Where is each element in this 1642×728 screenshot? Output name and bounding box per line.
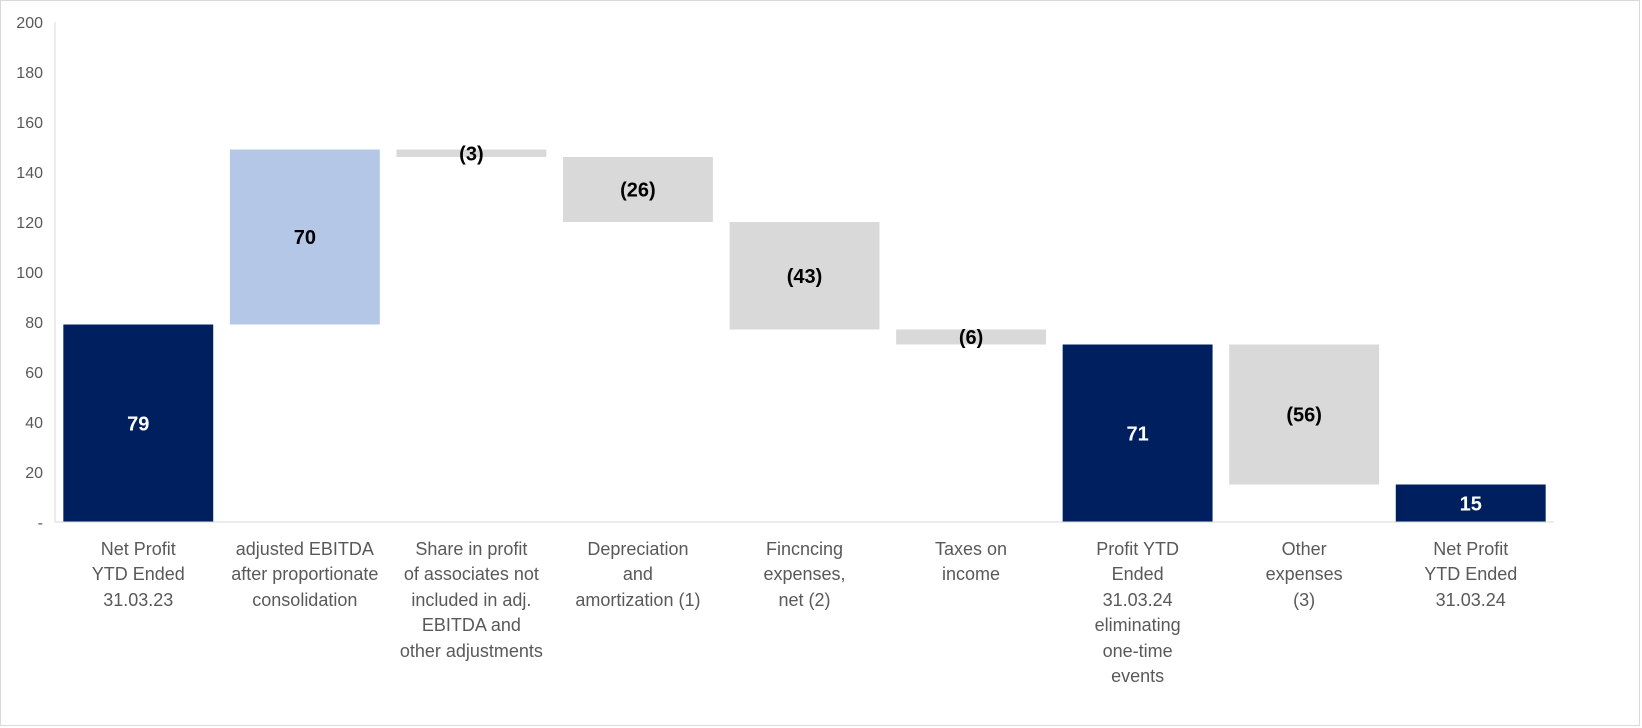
x-tick-label-line: 31.03.24: [1435, 589, 1506, 610]
y-tick-label: 200: [16, 15, 43, 32]
x-tick-label-line: Share in profit: [415, 539, 528, 559]
x-tick-label-line: 31.03.23: [103, 589, 174, 610]
x-tick-label-line: of associates not: [403, 564, 539, 585]
x-tick-label-line: consolidation: [252, 589, 358, 610]
x-tick-label: adjusted EBITDA after proportionate consol…: [220, 537, 390, 613]
x-tick-label-line: Ended: [1111, 564, 1164, 585]
x-tick-label-line: after proportionate: [231, 564, 379, 585]
x-tick-label-line: Depreciation: [587, 539, 689, 559]
y-tick-label: 140: [16, 165, 43, 182]
y-tick-label: 40: [25, 415, 43, 432]
x-tick-label-line: expenses,: [763, 564, 846, 585]
bar-decrease: [1229, 344, 1380, 485]
y-tick-label: 20: [25, 465, 43, 482]
y-tick-label: 160: [16, 115, 43, 132]
y-tick-label: 60: [25, 365, 43, 382]
y-tick-label: 180: [16, 65, 43, 82]
x-tick-label: Taxes on income: [886, 537, 1056, 588]
y-tick-label: 120: [16, 215, 43, 232]
data-label: (3): [459, 143, 483, 165]
y-tick-label: 80: [25, 315, 43, 332]
data-label: (26): [620, 180, 656, 202]
y-tick-label: 100: [16, 265, 43, 282]
x-tick-label: Fincncing expenses, net (2): [720, 537, 890, 613]
bar-decrease: [562, 157, 713, 222]
data-label: (56): [1286, 405, 1322, 427]
x-tick-label: Profit YTD Ended 31.03.24 eliminating one-ti…: [1053, 537, 1223, 689]
x-tick-label-line: events: [1111, 666, 1165, 687]
y-axis: - 20 40 60 80 100 120 140 160 180 200: [16, 15, 56, 532]
x-tick-label-line: Profit YTD: [1096, 539, 1179, 559]
x-tick-label-line: Fincncing: [765, 539, 844, 559]
data-label: 15: [1460, 493, 1482, 515]
bar-total: [63, 324, 214, 522]
data-label: 79: [127, 413, 149, 435]
x-tick-label-line: Net Profit: [100, 539, 176, 559]
x-tick-label-line: other adjustments: [399, 640, 543, 661]
bar-decrease: [729, 222, 880, 330]
data-label: 70: [294, 227, 316, 249]
bar-total: [1395, 484, 1546, 522]
x-tick-label-line: (3): [1293, 589, 1316, 610]
x-tick-label-line: Net Profit: [1433, 539, 1509, 559]
bars: 79 70 (3) (26) (43) (6) 71 (56) 15: [63, 143, 1546, 522]
data-label: 71: [1126, 423, 1148, 445]
x-tick-label-line: adjusted EBITDA: [235, 539, 374, 559]
x-tick-label: Other expenses (3): [1219, 537, 1389, 613]
x-tick-label-line: and: [622, 564, 653, 585]
x-tick-label-line: net (2): [778, 589, 831, 610]
x-tick-label-line: amortization (1): [575, 589, 701, 610]
x-tick-label: Net Profit YTD Ended 31.03.23: [53, 537, 223, 613]
bar-decrease: [896, 329, 1047, 345]
y-tick-label: -: [38, 515, 43, 532]
x-tick-label-line: eliminating: [1094, 615, 1181, 636]
x-tick-label-line: YTD Ended: [1424, 564, 1518, 585]
x-tick-label-line: YTD Ended: [91, 564, 185, 585]
x-tick-label: Net Profit YTD Ended 31.03.24: [1386, 537, 1556, 613]
x-tick-label-line: Other: [1281, 539, 1327, 559]
bar-increase: [229, 149, 380, 325]
x-tick-label-line: expenses: [1265, 564, 1343, 585]
bar-decrease: [396, 149, 547, 157]
data-label: (6): [959, 327, 983, 349]
x-tick-label-line: income: [942, 564, 1001, 585]
x-tick-label-line: included in adj.: [411, 589, 532, 610]
x-tick-label: Depreciation and amortization (1): [553, 537, 723, 613]
x-tick-label-line: Taxes on: [935, 539, 1008, 559]
data-label: (43): [787, 266, 823, 288]
x-tick-label: Share in profit of associates not included…: [386, 537, 556, 664]
bar-total: [1062, 344, 1213, 522]
x-tick-label-line: one-time: [1102, 640, 1173, 661]
x-tick-label-line: EBITDA and: [421, 615, 521, 636]
x-tick-label-line: 31.03.24: [1102, 589, 1173, 610]
